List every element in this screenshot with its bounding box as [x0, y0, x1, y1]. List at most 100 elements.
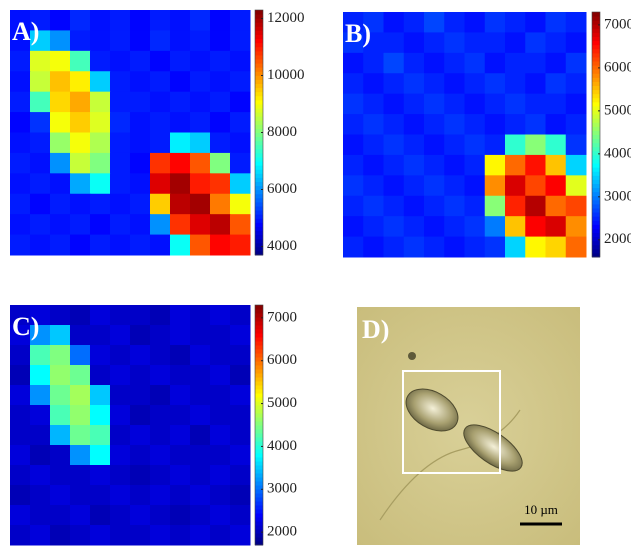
heatmap-cell	[30, 173, 51, 195]
heatmap-cell	[210, 50, 231, 72]
heatmap-cell	[10, 10, 31, 31]
colorbar-segment	[592, 126, 600, 131]
heatmap-cell	[464, 236, 486, 258]
colorbar-segment	[255, 140, 263, 146]
heatmap-cell	[150, 325, 171, 346]
heatmap-cell	[150, 345, 171, 366]
heatmap-cell	[70, 30, 91, 52]
heatmap-cell	[30, 445, 51, 466]
heatmap-cell	[110, 71, 131, 93]
colorbar-segment	[255, 67, 263, 72]
colorbar-segment	[592, 48, 600, 54]
heatmap-cell	[90, 305, 111, 326]
heatmap-cell	[525, 32, 546, 54]
heatmap-cell	[10, 445, 31, 466]
heatmap-cell	[50, 152, 71, 174]
heatmap-cell	[110, 525, 131, 546]
heatmap-cell	[110, 30, 131, 52]
heatmap-cell	[130, 385, 151, 406]
colorbar-segment	[255, 246, 263, 252]
heatmap-cell	[363, 175, 384, 197]
heatmap-cell	[30, 525, 51, 546]
colorbar-segment	[255, 173, 263, 178]
heatmap-cell	[10, 325, 31, 346]
colorbar-segment	[255, 144, 263, 150]
colorbar-segment	[255, 345, 263, 350]
heatmap-cell	[110, 465, 131, 486]
colorbar-segment	[592, 163, 600, 168]
colorbar-tick-label: 2000	[604, 231, 631, 247]
heatmap-cell	[110, 485, 131, 506]
colorbar-segment	[255, 189, 263, 195]
colorbar-segment	[255, 537, 263, 542]
heatmap-cell	[343, 12, 364, 33]
heatmap-cell	[565, 114, 587, 135]
heatmap-cell	[110, 132, 131, 154]
heatmap-cell	[464, 52, 486, 74]
heatmap-cell	[150, 91, 171, 113]
heatmap-cell	[545, 114, 567, 135]
heatmap-cell	[190, 405, 211, 426]
heatmap-cell	[10, 305, 31, 326]
heatmap-cell	[110, 445, 131, 466]
colorbar-segment	[255, 63, 263, 68]
colorbar-segment	[255, 313, 263, 318]
colorbar-segment	[255, 42, 263, 48]
heatmap-cell	[424, 134, 445, 156]
colorbar-segment	[255, 445, 263, 450]
heatmap-cell	[424, 52, 445, 74]
heatmap-cell	[90, 425, 111, 446]
heatmap-cell	[505, 236, 526, 258]
heatmap-cell	[50, 445, 71, 466]
heatmap-cell	[363, 52, 384, 74]
heatmap-cell	[230, 325, 251, 346]
heatmap-cell	[424, 32, 445, 54]
heatmap-cell	[383, 32, 405, 54]
colorbar-segment	[255, 18, 263, 23]
heatmap-cell	[343, 134, 364, 156]
heatmap-cell	[424, 12, 445, 33]
heatmap-cell	[150, 10, 171, 31]
heatmap-cell	[363, 73, 384, 95]
heatmap-cell	[545, 236, 567, 258]
heatmap-cell	[50, 525, 71, 546]
colorbar-segment	[255, 473, 263, 478]
colorbar-segment	[255, 365, 263, 370]
colorbar-tick-label: 3000	[604, 188, 631, 204]
heatmap-cell	[505, 216, 526, 238]
heatmap-cell	[545, 216, 567, 238]
colorbar-segment	[255, 513, 263, 518]
heatmap-cell	[190, 132, 211, 154]
heatmap-cell	[90, 505, 111, 526]
heatmap-cell	[444, 52, 465, 74]
colorbar-segment	[255, 389, 263, 394]
heatmap-cell	[70, 365, 91, 386]
colorbar-segment	[592, 179, 600, 184]
colorbar-segment	[255, 26, 263, 31]
heatmap-cell	[130, 345, 151, 366]
heatmap-cell	[464, 73, 486, 95]
heatmap-cell	[90, 405, 111, 426]
colorbar-segment	[255, 533, 263, 538]
heatmap-cell	[170, 345, 191, 366]
colorbar-segment	[255, 59, 263, 64]
heatmap-cell	[90, 365, 111, 386]
colorbar-segment	[255, 230, 263, 236]
heatmap-cell	[30, 132, 51, 154]
heatmap-cell	[484, 216, 506, 238]
heatmap-cell	[343, 195, 364, 217]
heatmap-cell	[50, 505, 71, 526]
heatmap-cell	[110, 425, 131, 446]
heatmap-cell	[230, 132, 251, 154]
colorbar-segment	[255, 242, 263, 248]
colorbar-segment	[255, 305, 263, 310]
heatmap-cell	[90, 112, 111, 133]
heatmap-cell	[190, 485, 211, 506]
heatmap-cell	[444, 236, 465, 258]
heatmap-cell	[190, 385, 211, 406]
colorbar-segment	[592, 40, 600, 46]
heatmap-cell	[170, 10, 191, 31]
colorbar-segment	[255, 381, 263, 386]
heatmap-cell	[403, 12, 425, 33]
